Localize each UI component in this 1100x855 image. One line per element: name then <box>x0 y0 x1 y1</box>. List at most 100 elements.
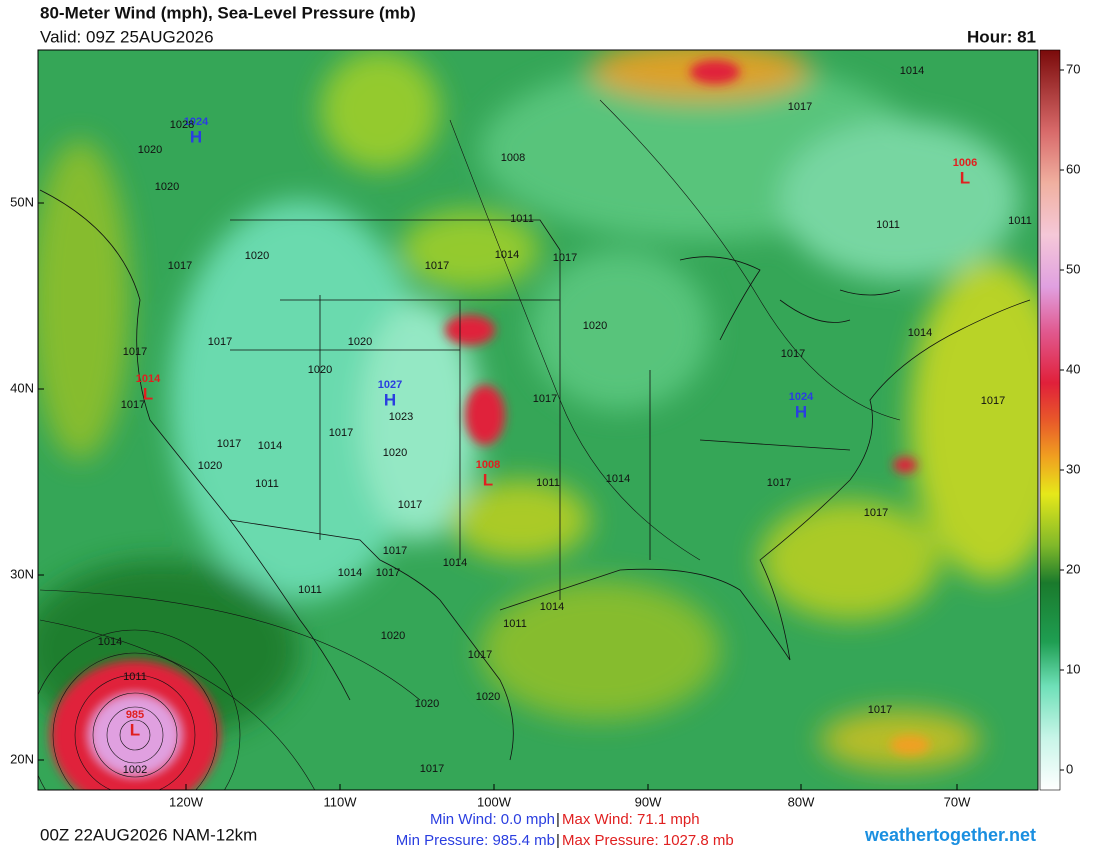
isobar-label: 1011 <box>123 671 147 683</box>
isobar-label: 1020 <box>476 691 500 703</box>
isobar-label: 1023 <box>389 411 413 423</box>
isobar-label: 1017 <box>208 336 232 348</box>
colorbar-label: 10 <box>1066 661 1080 676</box>
pressure-value: 1024 <box>789 391 814 403</box>
isobar-label: 1014 <box>495 249 519 261</box>
lat-label: 50N <box>10 194 34 209</box>
isobar-label: 1011 <box>1008 215 1032 227</box>
max-pressure: Max Pressure: 1027.8 mb <box>562 832 734 849</box>
max-wind: Max Wind: 71.1 mph <box>562 811 700 828</box>
min-pressure: Min Pressure: 985.4 mb <box>396 832 555 849</box>
isobar-label: 1017 <box>468 649 492 661</box>
pressure-value: 1014 <box>136 373 161 385</box>
isobar-label: 1011 <box>298 584 322 596</box>
site-link[interactable]: weathertogether.net <box>864 825 1036 845</box>
colorbar-label: 60 <box>1066 161 1080 176</box>
isobar-label: 1017 <box>376 567 400 579</box>
colorbar-label: 20 <box>1066 561 1080 576</box>
lon-label: 100W <box>477 794 512 809</box>
isobar-label: 1017 <box>553 252 577 264</box>
pressure-symbol: H <box>190 127 202 146</box>
isobar-label: 1017 <box>398 499 422 511</box>
pressure-value: 1006 <box>953 157 977 169</box>
isobar-label: 1014 <box>98 636 122 648</box>
isobar-label: 1017 <box>123 346 147 358</box>
isobar-label: 1017 <box>533 393 557 405</box>
colorbar-label: 70 <box>1066 61 1080 76</box>
lon-label: 90W <box>635 794 662 809</box>
isobar-label: 1020 <box>415 698 439 710</box>
isobar-label: 1017 <box>329 427 353 439</box>
pressure-symbol: L <box>130 720 140 739</box>
isobar-label: 1011 <box>876 219 900 231</box>
isobar-label: 1017 <box>425 260 449 272</box>
isobar-label: 1020 <box>583 320 607 332</box>
lon-label: 120W <box>169 794 204 809</box>
lon-label: 110W <box>324 794 358 809</box>
isobar-label: 1008 <box>501 152 525 164</box>
lon-label: 70W <box>944 794 971 809</box>
isobar-label: 1020 <box>245 250 269 262</box>
colorbar-label: 40 <box>1066 361 1080 376</box>
isobar-label: 1017 <box>217 438 241 450</box>
pressure-symbol: L <box>143 384 153 403</box>
isobar-label: 1014 <box>338 567 362 579</box>
pressure-value: 1024 <box>184 116 209 128</box>
separator: | <box>556 811 560 828</box>
pressure-symbol: H <box>795 402 807 421</box>
pressure-symbol: L <box>960 168 970 187</box>
forecast-hour: Hour: 81 <box>967 27 1036 46</box>
isobar-label: 1017 <box>781 348 805 360</box>
isobar-label: 1014 <box>443 557 467 569</box>
isobar-label: 1017 <box>868 704 892 716</box>
pressure-symbol: H <box>384 390 396 409</box>
isobar-label: 1017 <box>864 507 888 519</box>
isobar-label: 1020 <box>348 336 372 348</box>
isobar-label: 1017 <box>788 101 812 113</box>
colorbar-label: 0 <box>1066 761 1073 776</box>
colorbar-label: 50 <box>1066 261 1080 276</box>
isobar-label: 1014 <box>540 601 564 613</box>
colorbar-label: 30 <box>1066 461 1080 476</box>
isobar-label: 1017 <box>383 545 407 557</box>
isobar-label: 1002 <box>123 764 147 776</box>
colorbar <box>1039 49 1061 791</box>
isobar-label: 1014 <box>606 473 630 485</box>
isobar-label: 1028 <box>170 119 194 131</box>
lat-label: 40N <box>10 380 34 395</box>
isobar-label: 1017 <box>767 477 791 489</box>
pressure-value: 1008 <box>476 459 500 471</box>
isobar-label: 1020 <box>198 460 222 472</box>
lon-label: 80W <box>788 794 815 809</box>
isobar-label: 1017 <box>981 395 1005 407</box>
isobar-label: 1011 <box>536 477 560 489</box>
map <box>38 50 1038 790</box>
run-info: 00Z 22AUG2026 NAM-12km <box>40 825 257 844</box>
min-wind: Min Wind: 0.0 mph <box>430 811 555 828</box>
isobar-label: 1011 <box>255 478 279 490</box>
boundaries <box>38 99 1031 790</box>
isobar-label: 1020 <box>308 364 332 376</box>
lat-label: 30N <box>10 566 34 581</box>
isobar-label: 1017 <box>121 399 145 411</box>
isobar-label: 1011 <box>503 618 527 630</box>
isobar-label: 1020 <box>155 181 179 193</box>
separator: | <box>556 832 560 849</box>
isobar-label: 1014 <box>258 440 282 452</box>
isobar-label: 1014 <box>900 65 924 77</box>
pressure-value: 1027 <box>378 379 402 391</box>
title: 80-Meter Wind (mph), Sea-Level Pressure … <box>40 3 416 22</box>
valid-time: Valid: 09Z 25AUG2026 <box>40 27 214 46</box>
isobar-label: 1017 <box>168 260 192 272</box>
lat-label: 20N <box>10 751 34 766</box>
pressure-symbol: L <box>483 470 493 489</box>
isobar-label: 1014 <box>908 327 932 339</box>
isobar-label: 1011 <box>510 213 534 225</box>
isobar-label: 1020 <box>138 144 162 156</box>
isobar-label: 1020 <box>383 447 407 459</box>
isobar-label: 1020 <box>381 630 405 642</box>
pressure-value: 985 <box>126 709 144 721</box>
isobar-label: 1017 <box>420 763 444 775</box>
map-frame <box>37 49 1039 791</box>
